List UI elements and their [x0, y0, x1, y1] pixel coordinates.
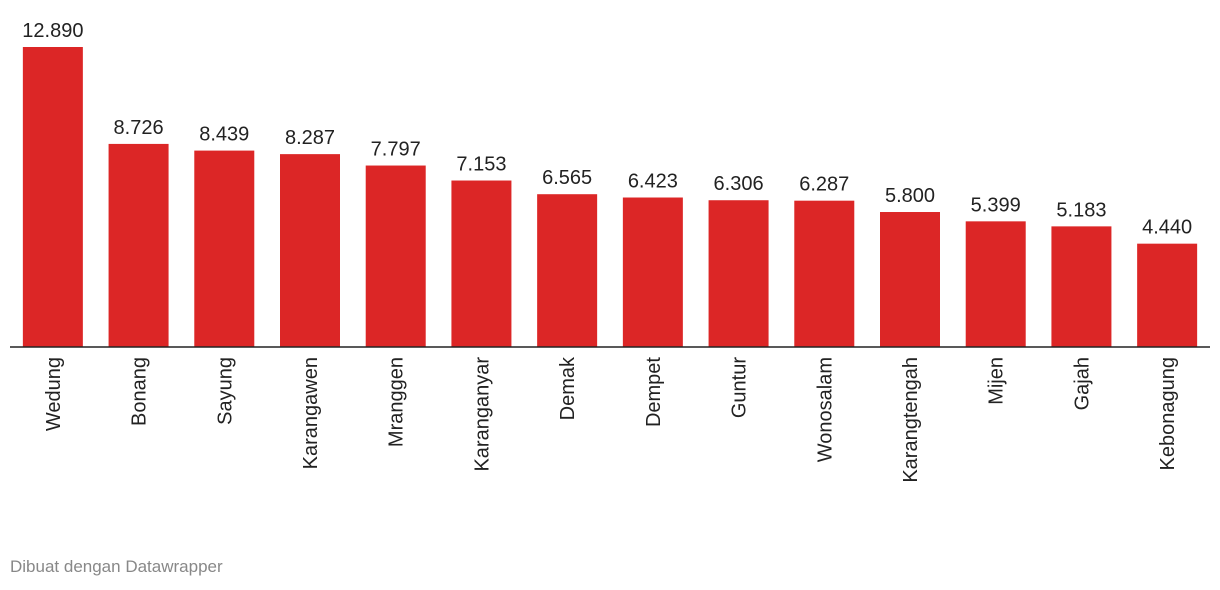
bar — [194, 150, 255, 347]
x-tick-label: Kebonagung — [1157, 357, 1179, 470]
value-label: 7.797 — [371, 139, 421, 161]
bar — [622, 197, 683, 347]
x-tick-label: Demak — [557, 356, 579, 420]
value-label: 6.287 — [799, 174, 849, 196]
value-label: 5.399 — [971, 194, 1021, 216]
x-tick-label: Gajah — [1071, 357, 1093, 410]
bar — [280, 154, 340, 347]
value-label: 5.800 — [885, 185, 935, 207]
bar — [708, 200, 769, 347]
value-label: 6.565 — [542, 167, 592, 189]
value-label: 8.439 — [199, 124, 249, 146]
value-label: 8.726 — [114, 117, 164, 139]
value-label: 6.306 — [714, 173, 764, 195]
bar — [451, 180, 512, 347]
bar — [1051, 226, 1112, 347]
footer: Dibuat dengan Datawrapper — [10, 557, 223, 576]
bar — [537, 194, 598, 347]
x-tick-label: Dempet — [643, 357, 665, 427]
bar — [108, 143, 169, 347]
value-label: 8.287 — [285, 127, 335, 149]
value-label: 4.440 — [1142, 217, 1192, 239]
value-label: 6.423 — [628, 171, 678, 193]
bar — [794, 200, 855, 347]
bar — [365, 165, 426, 347]
x-tick-label: Mranggen — [386, 357, 408, 447]
bar — [1137, 243, 1198, 347]
value-label: 5.183 — [1056, 199, 1106, 221]
x-tick-label: Bonang — [129, 357, 151, 426]
x-tick-label: Sayung — [214, 357, 236, 425]
value-label: 7.153 — [456, 154, 506, 176]
x-tick-label: Wonosalam — [814, 357, 836, 462]
bar — [880, 212, 940, 347]
value-label: 12.890 — [22, 20, 83, 42]
x-tick-label: Wedung — [43, 357, 65, 431]
bar — [22, 47, 83, 347]
x-tick-label: Karangtengah — [900, 357, 922, 483]
x-tick-label: Guntur — [729, 357, 751, 418]
bar — [965, 221, 1026, 347]
x-tick-label: Mijen — [986, 357, 1008, 405]
x-tick-label: Karanganyar — [471, 357, 493, 472]
x-tick-label: Karangawen — [300, 357, 322, 469]
